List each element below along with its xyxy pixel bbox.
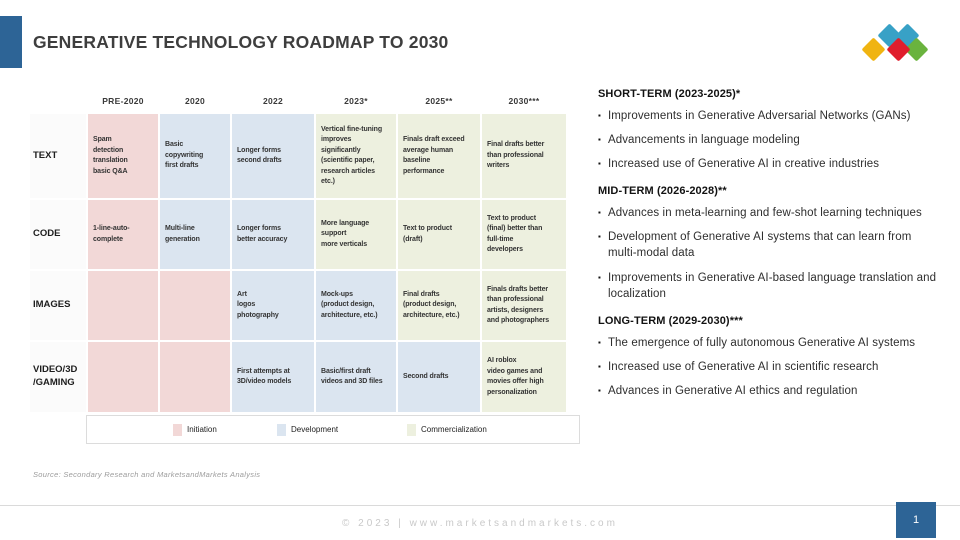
yellow-diamond-icon xyxy=(861,37,886,62)
roadmap-cell: AI roblox video games and movies offer h… xyxy=(482,342,566,412)
legend-swatch-development xyxy=(277,423,286,436)
section-heading: SHORT-TERM (2023-2025)* xyxy=(598,88,741,100)
corner-cell xyxy=(30,90,86,112)
table-row: CODE 1-line-auto- complete Multi-line gene… xyxy=(30,200,566,269)
section-heading: LONG-TERM (2029-2030)*** xyxy=(598,314,743,327)
legend-label: Development xyxy=(291,425,339,434)
row-label: VIDEO/3D /GAMING xyxy=(30,342,86,412)
bullet-text: The emergence of fully autonomous Genera… xyxy=(607,336,916,349)
timeline-notes: SHORT-TERM (2023-2025)* ▪ Improvements in … xyxy=(598,88,943,407)
column-header: 2030*** xyxy=(482,90,566,112)
page-title: GENERATIVE TECHNOLOGY ROADMAP TO 2030 xyxy=(33,32,449,52)
column-header: 2020 xyxy=(160,90,230,112)
table-row: TEXT Spam detection translation basic Q&A… xyxy=(30,114,566,198)
bullet-item: ▪ Improvements in Generative Adversarial … xyxy=(598,108,943,124)
roadmap-cell: Final drafts better than professional wr… xyxy=(482,114,566,198)
column-header: PRE-2020 xyxy=(88,90,158,112)
roadmap-cell xyxy=(160,342,230,412)
section-bullets: ▪ The emergence of fully autonomous Gener… xyxy=(598,335,943,399)
roadmap-cell: Longer forms second drafts xyxy=(232,114,314,198)
roadmap-cell: Mock-ups (product design, architecture, … xyxy=(316,271,396,340)
legend: Initiation Development Commercialization xyxy=(86,415,580,444)
bullet-square-icon: ▪ xyxy=(598,159,601,169)
bullet-item: ▪ Advances in meta-learning and few-shot … xyxy=(598,205,943,221)
roadmap-cell: Finals draft exceed average human baseli… xyxy=(398,114,480,198)
bullet-item: ▪ Improvements in Generative AI-based lan… xyxy=(598,270,943,302)
column-header: 2022 xyxy=(232,90,314,112)
row-label: CODE xyxy=(30,200,86,269)
roadmap-cell: First attempts at 3D/video models xyxy=(232,342,314,412)
roadmap-cell: Longer forms better accuracy xyxy=(232,200,314,269)
legend-item: Commercialization xyxy=(407,416,487,443)
roadmap-cell: 1-line-auto- complete xyxy=(88,200,158,269)
bullet-text: Advances in Generative AI ethics and reg… xyxy=(607,384,858,397)
roadmap-cell: Multi-line generation xyxy=(160,200,230,269)
roadmap-cell: Vertical fine-tuning improves significan… xyxy=(316,114,396,198)
bullet-item: ▪ Increased use of Generative AI in creat… xyxy=(598,156,943,172)
table-header: PRE-2020 2020 2022 2023* 2025** 2030*** xyxy=(30,90,566,112)
legend-swatch-initiation xyxy=(173,423,182,436)
roadmap-cell: Art logos photography xyxy=(232,271,314,340)
section-heading: MID-TERM (2026-2028)** xyxy=(598,185,727,198)
legend-item: Initiation xyxy=(173,416,217,443)
legend-label: Initiation xyxy=(187,425,217,434)
footer: © 2023 | www.marketsandmarkets.com xyxy=(0,505,960,540)
roadmap-cell: Final drafts (product design, architectu… xyxy=(398,271,480,340)
title-accent-bar xyxy=(0,16,22,68)
bullet-square-icon: ▪ xyxy=(598,361,601,371)
bullet-square-icon: ▪ xyxy=(598,111,601,120)
bullet-text: Increased use of Generative AI in creati… xyxy=(607,158,880,171)
header-row: PRE-2020 2020 2022 2023* 2025** 2030*** xyxy=(30,90,566,112)
footer-copyright: © 2023 | www.marketsandmarkets.com xyxy=(342,517,618,529)
section-bullets: ▪ Advances in meta-learning and few-shot … xyxy=(598,205,943,301)
roadmap-cell xyxy=(160,271,230,340)
roadmap-cell xyxy=(88,342,158,412)
section-bullets: ▪ Improvements in Generative Adversarial … xyxy=(598,108,943,172)
bullet-square-icon: ▪ xyxy=(598,337,601,347)
roadmap-cell: Spam detection translation basic Q&A xyxy=(88,114,158,198)
bullet-text: Improvements in Generative AI-based lang… xyxy=(607,271,937,300)
source-note: Source: Secondary Research and Marketsan… xyxy=(33,470,261,479)
bullet-item: ▪ Advances in Generative AI ethics and re… xyxy=(598,383,943,399)
roadmap-cell: Text to product (draft) xyxy=(398,200,480,269)
table-row: IMAGES Art logos photography Mock-ups (pro… xyxy=(30,271,566,340)
bullet-text: Increased use of Generative AI in scient… xyxy=(607,360,879,373)
roadmap-cell: More language support more verticals xyxy=(316,200,396,269)
roadmap-cell: Finals drafts better than professional a… xyxy=(482,271,566,340)
page-number-badge: 1 xyxy=(896,502,936,538)
legend-item: Development xyxy=(277,416,338,443)
bullet-square-icon: ▪ xyxy=(598,272,601,282)
roadmap-table: PRE-2020 2020 2022 2023* 2025** 2030*** TEXT S… xyxy=(28,88,568,414)
bullet-text: Advancements in language modeling xyxy=(607,134,800,147)
bullet-square-icon: ▪ xyxy=(598,385,601,395)
row-label: TEXT xyxy=(30,114,86,198)
bullet-text: Advances in meta-learning and few-shot l… xyxy=(607,207,922,220)
bullet-square-icon: ▪ xyxy=(598,232,601,242)
bullet-item: ▪ Advancements in language modeling xyxy=(598,132,943,148)
roadmap-cell: Text to product (final) better than full… xyxy=(482,200,566,269)
bullet-item: ▪ Increased use of Generative AI in scien… xyxy=(598,359,943,375)
roadmap-cell: Basic copywriting first drafts xyxy=(160,114,230,198)
bullet-item: ▪ The emergence of fully autonomous Gener… xyxy=(598,335,943,351)
bullet-text: Development of Generative AI systems tha… xyxy=(607,231,912,260)
row-label: IMAGES xyxy=(30,271,86,340)
column-header: 2023* xyxy=(316,90,396,112)
legend-label: Commercialization xyxy=(421,425,487,434)
roadmap-cell xyxy=(88,271,158,340)
roadmap-cell: Basic/first draft videos and 3D files xyxy=(316,342,396,412)
roadmap-cell: Second drafts xyxy=(398,342,480,412)
table-row: VIDEO/3D /GAMING First attempts at 3D/vid… xyxy=(30,342,566,412)
legend-swatch-commercialization xyxy=(407,423,416,436)
bullet-text: Improvements in Generative Adversarial N… xyxy=(607,110,911,122)
bullet-square-icon: ▪ xyxy=(598,135,601,145)
bullet-square-icon: ▪ xyxy=(598,208,601,218)
bullet-item: ▪ Development of Generative AI systems th… xyxy=(598,229,943,261)
marketsandmarkets-logo xyxy=(861,23,934,69)
column-header: 2025** xyxy=(398,90,480,112)
